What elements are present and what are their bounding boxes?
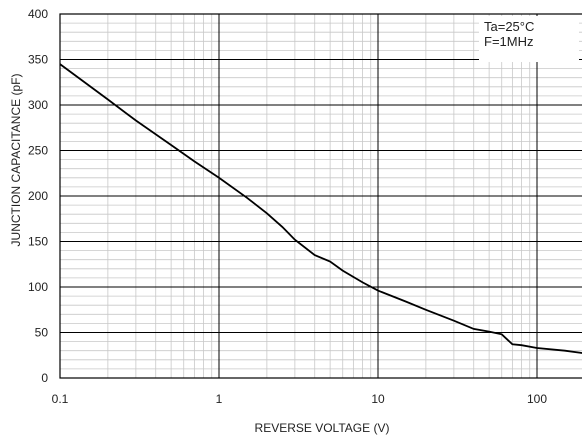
capacitance-curve xyxy=(59,63,582,354)
y-tick-label: 200 xyxy=(28,189,48,203)
conditions-box xyxy=(479,16,579,62)
y-tick-labels: 0 50 100 150 200 250 300 350 400 xyxy=(28,7,48,385)
y-axis-label: JUNCTION CAPACITANCE (pF) xyxy=(9,74,23,247)
y-tick-label: 350 xyxy=(28,53,48,67)
frequency-annotation: F=1MHz xyxy=(484,34,533,49)
y-tick-label: 150 xyxy=(28,235,48,249)
y-tick-label: 50 xyxy=(35,326,49,340)
plot-frame xyxy=(59,13,582,379)
y-tick-label: 100 xyxy=(28,280,48,294)
temperature-annotation: Ta=25°C xyxy=(484,19,534,34)
grid-lines xyxy=(60,14,582,378)
x-tick-label: 1 xyxy=(216,392,223,406)
y-tick-label: 250 xyxy=(28,144,48,158)
y-tick-label: 300 xyxy=(28,98,48,112)
x-tick-label: 100 xyxy=(527,392,547,406)
y-tick-label: 0 xyxy=(41,371,48,385)
x-tick-labels: 0.1 1 10 100 xyxy=(52,392,548,406)
x-axis-label: REVERSE VOLTAGE (V) xyxy=(255,421,390,435)
x-tick-label: 0.1 xyxy=(52,392,69,406)
x-tick-label: 10 xyxy=(371,392,385,406)
y-tick-label: 400 xyxy=(28,7,48,21)
